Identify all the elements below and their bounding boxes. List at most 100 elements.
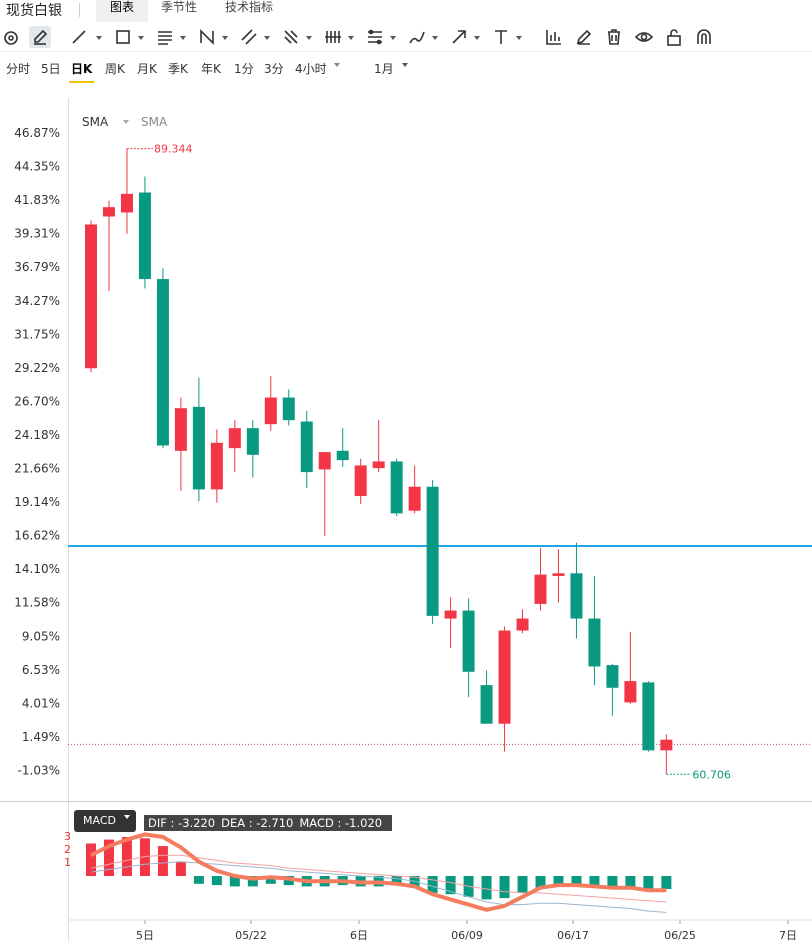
macd-bar <box>103 839 114 876</box>
brush-tool-icon[interactable] <box>406 26 428 48</box>
macd-bar <box>175 861 186 876</box>
text-tool-icon[interactable] <box>490 26 512 48</box>
macd-dea-line <box>90 854 667 903</box>
period-weekly[interactable]: 周K <box>105 62 125 76</box>
candle-body <box>156 279 169 446</box>
candle-body <box>372 461 385 469</box>
indicator-sma-label[interactable]: SMA <box>82 115 109 129</box>
macd-macd-value: MACD : -1.020 <box>299 816 383 830</box>
edit-icon[interactable] <box>573 26 595 48</box>
unlock-icon[interactable] <box>663 26 685 48</box>
period-daily[interactable]: 日K <box>68 62 95 83</box>
line-tool-icon[interactable] <box>68 26 90 48</box>
x-tick-label: 5日 <box>136 929 154 941</box>
macd-selector[interactable]: MACD <box>74 810 136 832</box>
vertical-lines-tool-icon[interactable] <box>322 26 344 48</box>
arrow-tool-icon[interactable] <box>448 26 470 48</box>
y-tick-label: 36.79% <box>14 260 60 274</box>
eye-icon[interactable] <box>633 26 655 48</box>
fib-tool-icon[interactable] <box>280 26 302 48</box>
period-yearly[interactable]: 年K <box>201 62 221 76</box>
macd-bar <box>157 846 168 876</box>
horizontal-lines-dropdown-icon[interactable] <box>180 36 186 40</box>
y-tick-label: 26.70% <box>14 394 60 408</box>
macd-bar <box>427 876 438 893</box>
y-tick-label: 21.66% <box>14 462 60 476</box>
macd-values: DIF : -3.220 DEA : -2.710 MACD : -1.020 <box>144 815 393 831</box>
tab-seasonality[interactable]: 季节性 <box>161 0 198 14</box>
trend-channel-dropdown-icon[interactable] <box>264 36 270 40</box>
line-tool-dropdown-icon[interactable] <box>96 36 102 40</box>
candle-body <box>85 224 97 369</box>
candle-body <box>624 681 637 703</box>
period-4hour[interactable]: 4小时 <box>295 62 327 76</box>
candle-body <box>300 421 313 473</box>
macd-bar <box>553 876 564 886</box>
candle-body <box>120 193 133 213</box>
y-tick-label: 46.87% <box>14 126 60 140</box>
indicator-sma-label-2[interactable]: SMA <box>141 115 168 129</box>
x-tick-label: 06/25 <box>664 929 696 941</box>
candle-body <box>228 428 241 449</box>
y-tick-label: 41.83% <box>14 193 60 207</box>
pane-divider[interactable] <box>0 801 812 802</box>
period-more-dropdown-icon[interactable] <box>334 63 340 67</box>
candle-body <box>408 486 421 511</box>
candle-body <box>246 428 259 455</box>
period-quarterly[interactable]: 季K <box>168 62 188 76</box>
period-1min[interactable]: 1分 <box>234 62 254 76</box>
rectangle-tool-icon[interactable] <box>112 26 134 48</box>
y-tick-label: 34.27% <box>14 294 60 308</box>
period-5day[interactable]: 5日 <box>41 62 61 76</box>
trash-icon[interactable] <box>603 26 625 48</box>
arrow-tool-dropdown-icon[interactable] <box>474 36 480 40</box>
y-tick-label: 29.22% <box>14 361 60 375</box>
candle-body <box>264 397 277 425</box>
trend-channel-tool-icon[interactable] <box>238 26 260 48</box>
y-axis: 46.87% 44.35% 41.83% 39.31% 36.79% 34.27% 31.7… <box>14 126 60 777</box>
text-tool-dropdown-icon[interactable] <box>516 36 522 40</box>
vertical-lines-dropdown-icon[interactable] <box>348 36 354 40</box>
x-axis: 5日 05/22 6日 06/09 06/17 06/25 7日 <box>68 919 812 941</box>
fib-tool-dropdown-icon[interactable] <box>306 36 312 40</box>
period-3min[interactable]: 3分 <box>264 62 284 76</box>
pattern-tool-icon[interactable] <box>196 26 218 48</box>
candle-body <box>552 573 565 576</box>
horizontal-lines-tool-icon[interactable] <box>154 26 176 48</box>
x-tick-label: 05/22 <box>235 929 267 941</box>
period-monthly[interactable]: 月K <box>137 62 157 76</box>
reference-lines <box>68 544 812 745</box>
range-selector[interactable]: 1月 <box>374 62 394 76</box>
x-tick-label: 7日 <box>779 929 797 941</box>
candle-body <box>192 406 205 490</box>
candle-body <box>480 685 493 724</box>
candle-body <box>336 450 349 461</box>
macd-bar <box>391 876 402 886</box>
y-tick-label: -1.03% <box>18 763 60 777</box>
range-dropdown-icon[interactable] <box>402 63 408 67</box>
rectangle-tool-dropdown-icon[interactable] <box>138 36 144 40</box>
tab-chart[interactable]: 图表 <box>96 0 148 22</box>
period-timeshare[interactable]: 分时 <box>6 62 31 76</box>
tab-technical-indicators[interactable]: 技术指标 <box>225 0 274 14</box>
x-tick-label: 6日 <box>350 929 368 941</box>
macd-bar <box>517 876 528 893</box>
magnet-icon[interactable] <box>693 26 715 48</box>
pencil-tool-icon[interactable] <box>29 26 51 48</box>
drawing-toolbar <box>0 22 812 52</box>
sma-dropdown-icon[interactable] <box>123 120 129 124</box>
circle-tool-icon[interactable] <box>0 26 22 48</box>
period-selector: 分时 5日 日K 周K 月K 季K 年K 1分 3分 4小时 1月 <box>0 52 812 83</box>
candle-body <box>516 618 529 631</box>
brush-tool-dropdown-icon[interactable] <box>432 36 438 40</box>
macd-dif-line <box>90 832 667 912</box>
candle-body <box>588 618 601 667</box>
macd-bar <box>247 876 258 887</box>
y-tick-label: 24.18% <box>14 428 60 442</box>
pattern-tool-dropdown-icon[interactable] <box>222 36 228 40</box>
chart-settings-icon[interactable] <box>543 26 565 48</box>
macd-signal-line <box>90 861 667 913</box>
measure-tool-icon[interactable] <box>364 26 386 48</box>
measure-tool-dropdown-icon[interactable] <box>390 36 396 40</box>
